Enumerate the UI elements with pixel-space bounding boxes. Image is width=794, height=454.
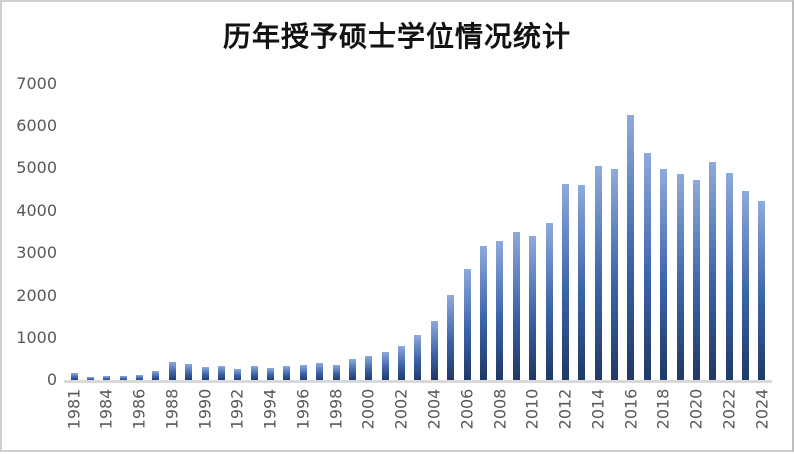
bar: [545, 222, 553, 382]
bar: [676, 174, 684, 382]
x-axis-tick-label: 1984: [96, 388, 116, 430]
y-axis-tick-label: 7000: [16, 73, 57, 93]
bar: [250, 365, 258, 382]
bar: [742, 190, 750, 382]
bar: [299, 364, 307, 382]
bar: [332, 364, 340, 382]
bar: [578, 184, 586, 382]
x-axis-tick: 2024: [742, 389, 782, 430]
bar: [758, 201, 766, 382]
x-axis-tick-label: 2020: [686, 388, 706, 430]
bar: [185, 364, 193, 382]
x-axis-tick-label: 2022: [719, 388, 739, 430]
y-axis-tick-label: 3000: [16, 243, 57, 263]
bar: [381, 352, 389, 382]
bar: [168, 362, 176, 382]
bar: [627, 115, 635, 382]
bar: [643, 152, 651, 382]
x-axis-tick-label: 2010: [522, 388, 542, 430]
bar: [463, 269, 471, 382]
bar: [692, 179, 700, 382]
x-axis-tick-label: 1986: [129, 388, 149, 430]
bar: [480, 246, 487, 382]
y-axis-tick-label: 6000: [16, 116, 57, 136]
bar: [119, 375, 127, 382]
bar: [136, 375, 144, 382]
bar: [561, 183, 569, 382]
bar: [283, 365, 291, 382]
bar: [496, 241, 504, 382]
bar: [316, 362, 324, 382]
bar: [201, 366, 209, 382]
x-axis-tick-label: 2006: [457, 388, 477, 430]
x-axis-tick-label: 2018: [653, 388, 673, 430]
x-axis-tick-label: 1992: [227, 388, 247, 430]
bar: [348, 359, 356, 382]
x-axis-tick-label: 1994: [260, 388, 280, 430]
y-axis-tick-label: 2000: [16, 285, 57, 305]
x-axis-tick-label: 2004: [424, 388, 444, 430]
bar: [725, 172, 733, 382]
bar: [267, 368, 275, 382]
bar: [447, 295, 455, 382]
x-axis-tick-label: 1990: [195, 388, 215, 430]
x-axis-tick-label: 2016: [620, 388, 640, 430]
bar: [152, 371, 160, 382]
x-axis-tick-label: 2014: [588, 388, 608, 430]
x-axis-tick-label: 2008: [489, 388, 509, 430]
bar: [86, 377, 94, 382]
bar: [611, 169, 619, 382]
bar: [365, 355, 373, 382]
bar: [234, 369, 242, 382]
y-axis-tick-label: 4000: [16, 200, 57, 220]
x-axis-tick-label: 2012: [555, 388, 575, 430]
bar: [70, 372, 78, 382]
bar: [414, 334, 422, 382]
x-axis-tick-label: 1988: [162, 388, 182, 430]
x-axis-tick-label: 2002: [391, 388, 411, 430]
x-axis-tick-label: 1981: [64, 388, 83, 430]
y-axis-tick-label: 5000: [16, 158, 57, 178]
bar: [430, 321, 438, 382]
bar: [398, 346, 406, 382]
x-axis-line: [64, 379, 772, 383]
bar: [217, 365, 225, 382]
bar: [594, 165, 602, 382]
bar: [512, 232, 520, 382]
bar: [529, 235, 537, 382]
y-axis-tick-label: 0: [46, 370, 57, 390]
x-axis-tick-label: 2000: [358, 388, 378, 430]
bar: [660, 169, 668, 382]
x-axis-tick-label: 1996: [293, 388, 313, 430]
y-axis-tick-label: 1000: [16, 328, 57, 347]
x-axis-tick-label: 1998: [326, 388, 346, 430]
x-axis-tick-label: 2024: [751, 388, 771, 430]
bar: [709, 162, 717, 382]
chart-title: 历年授予硕士学位情况统计: [222, 22, 571, 53]
bar: [103, 375, 111, 382]
